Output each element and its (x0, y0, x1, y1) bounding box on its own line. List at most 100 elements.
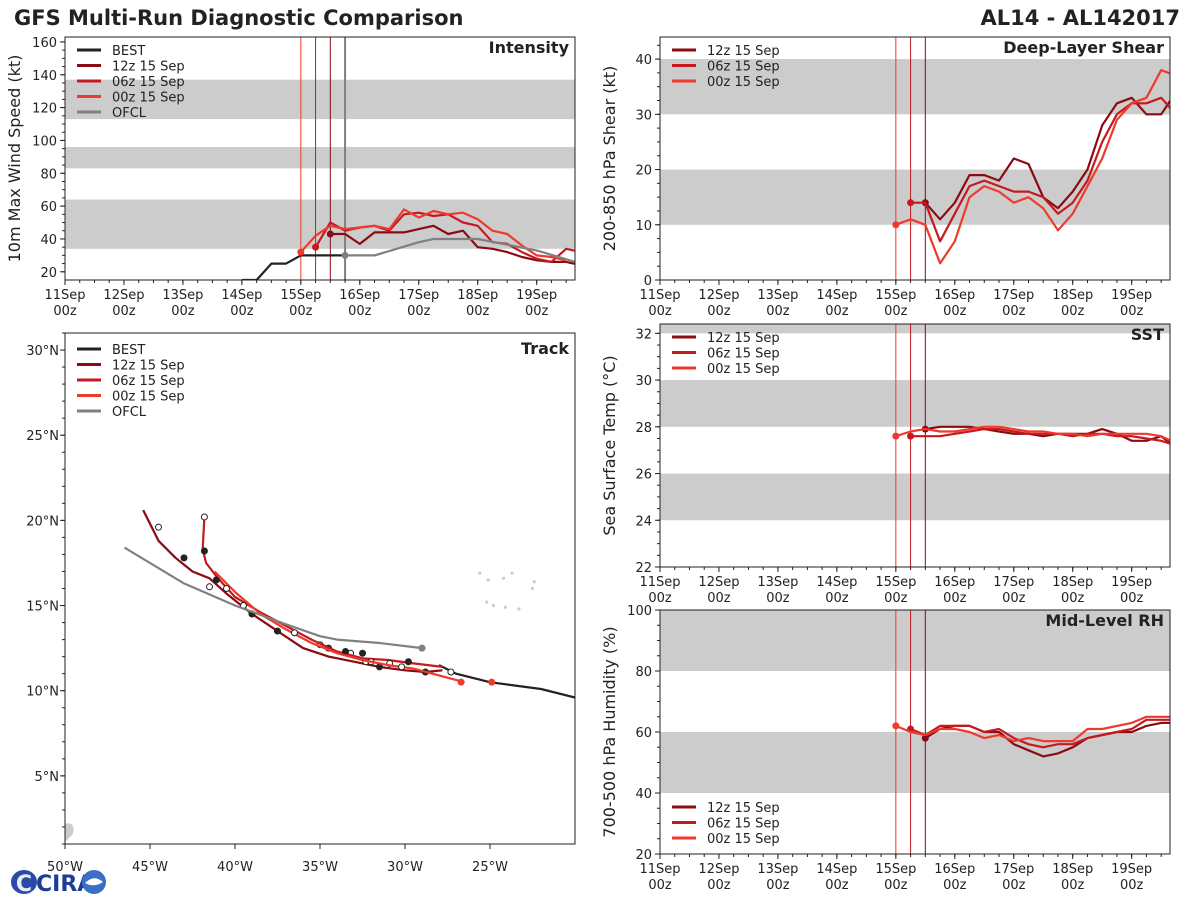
rh-xtick-label: 16Sep (934, 862, 975, 877)
intensity-ytick-label: 100 (32, 134, 57, 149)
track-point (359, 649, 366, 657)
track-series-group (65, 509, 575, 842)
shear-legend-label: 06z 15 Sep (707, 60, 780, 75)
rh-xtick-label: 11Sep (639, 862, 680, 877)
shear-xtick-label: 00z (648, 304, 672, 319)
intensity-legend-label: 00z 15 Sep (112, 91, 185, 106)
sst-xtick-label: 15Sep (875, 575, 916, 590)
track-legend-label: BEST (112, 343, 145, 358)
intensity-ytick-label: 120 (32, 102, 57, 117)
track-ytick-label: 10°N (26, 685, 59, 700)
intensity-series-marker (341, 251, 349, 259)
shear-xtick-label: 00z (1061, 304, 1085, 319)
track-point (180, 554, 188, 562)
sst-xtick-label: 00z (766, 591, 790, 606)
shear-legend-label: 00z 15 Sep (707, 75, 780, 90)
intensity-xtick-label: 16Sep (339, 288, 380, 303)
track-xtick-label: 35°W (302, 860, 338, 875)
sst-ylabel: Sea Surface Temp (°C) (600, 355, 619, 535)
sst-band (660, 473, 1170, 521)
shear-title: Deep-Layer Shear (1003, 38, 1164, 57)
rh-xtick-label: 12Sep (698, 862, 739, 877)
intensity-series-marker (297, 248, 305, 256)
rh-xtick-label: 00z (707, 878, 731, 893)
rh-series-line (895, 715, 1170, 743)
shear-xtick-label: 00z (1120, 304, 1144, 319)
track-xtick-label: 40°W (217, 860, 253, 875)
track-legend-label: 12z 15 Sep (112, 359, 185, 374)
track-legend-label: OFCL (112, 405, 147, 420)
shear-xtick-label: 11Sep (639, 288, 680, 303)
track-point (447, 668, 455, 676)
rh-series-marker (921, 734, 929, 742)
rh-band (660, 610, 1170, 671)
sst-ytick-label: 28 (635, 421, 652, 436)
track-point (404, 658, 412, 666)
rh-ytick-label: 80 (635, 665, 652, 680)
cira-logo-icon: C CIRA (11, 870, 106, 897)
shear-ytick-label: 20 (635, 164, 652, 179)
intensity-frame (64, 36, 576, 281)
rh-xtick-label: 00z (1120, 878, 1144, 893)
panel-rh: 2040608010011Sep00z12Sep00z13Sep00z14Sep… (600, 604, 1171, 893)
intensity-ytick-label: 80 (40, 167, 57, 182)
intensity-xtick-label: 12Sep (103, 288, 144, 303)
intensity-xtick-label: 17Sep (398, 288, 439, 303)
panel-intensity: 2040608010012014016011Sep00z12Sep00z13Se… (5, 36, 576, 319)
rh-ytick-label: 60 (635, 726, 652, 741)
sst-series-line (910, 428, 1170, 445)
intensity-series-group (241, 208, 575, 280)
intensity-legend-label: BEST (112, 44, 145, 59)
shear-xtick-label: 16Sep (934, 288, 975, 303)
intensity-xtick-label: 00z (230, 304, 254, 319)
intensity-xtick-label: 15Sep (280, 288, 321, 303)
shear-ytick-label: 10 (635, 219, 652, 234)
shear-series-group (892, 68, 1170, 265)
sst-xtick-label: 00z (825, 591, 849, 606)
shear-xtick-label: 00z (1002, 304, 1026, 319)
rh-xtick-label: 00z (825, 878, 849, 893)
track-point (155, 523, 162, 531)
shear-series-marker (907, 199, 915, 207)
sst-xtick-label: 17Sep (993, 575, 1034, 590)
intensity-xtick-label: 00z (112, 304, 136, 319)
shear-xtick-label: 15Sep (875, 288, 916, 303)
intensity-ytick-label: 160 (32, 36, 57, 51)
sst-xtick-label: 14Sep (816, 575, 857, 590)
track-ytick-label: 5°N (35, 770, 60, 785)
intensity-legend-label: 12z 15 Sep (112, 60, 185, 75)
rh-ytick-label: 40 (635, 787, 652, 802)
track-point (274, 627, 281, 635)
track-point (457, 678, 465, 686)
shear-xtick-label: 00z (884, 304, 908, 319)
intensity-legend-label: OFCL (112, 106, 147, 121)
sst-frame (659, 323, 1171, 568)
track-series-line (201, 516, 443, 668)
track-point (488, 678, 496, 686)
intensity-xtick-label: 00z (348, 304, 372, 319)
track-point (206, 583, 213, 591)
track-land (65, 823, 74, 842)
intensity-xtick-label: 18Sep (457, 288, 498, 303)
intensity-xtick-label: 00z (466, 304, 490, 319)
sst-band (660, 324, 1170, 334)
sst-band (660, 380, 1170, 427)
track-island (530, 586, 535, 591)
shear-xtick-label: 00z (707, 304, 731, 319)
sst-xtick-label: 00z (943, 591, 967, 606)
rh-ylabel: 700-500 hPa Humidity (%) (600, 626, 619, 837)
intensity-ytick-label: 20 (40, 266, 57, 281)
shear-legend-label: 12z 15 Sep (707, 44, 780, 59)
intensity-band (65, 79, 575, 120)
intensity-xtick-label: 00z (53, 304, 77, 319)
track-point (398, 663, 406, 671)
rh-xtick-label: 00z (1002, 878, 1026, 893)
track-xtick-label: 45°W (132, 860, 168, 875)
track-ytick-label: 30°N (26, 344, 59, 359)
track-island (532, 580, 536, 584)
track-island (503, 605, 507, 609)
rh-xtick-label: 00z (648, 878, 672, 893)
track-xtick-label: 30°W (387, 860, 423, 875)
intensity-xtick-label: 11Sep (44, 288, 85, 303)
intensity-series-marker (326, 230, 334, 238)
